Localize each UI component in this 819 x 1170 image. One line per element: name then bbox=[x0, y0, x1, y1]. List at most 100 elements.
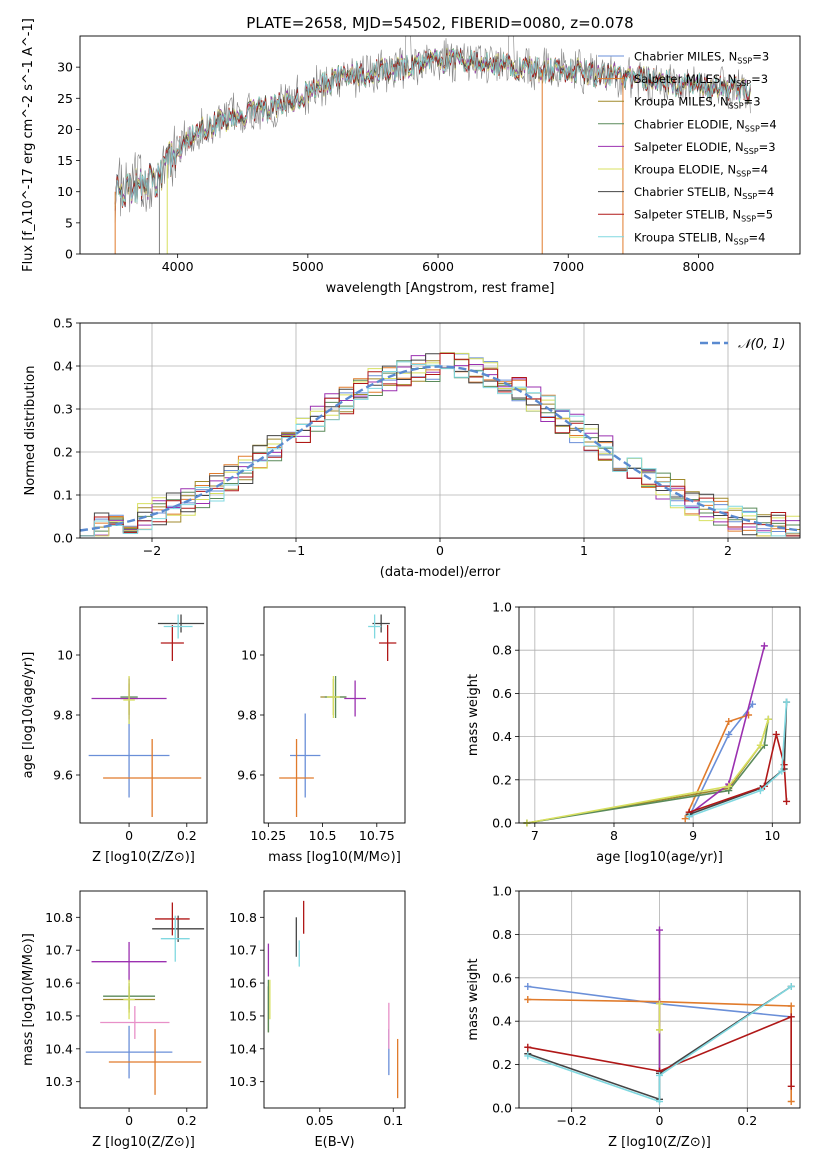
model-spectrum bbox=[114, 48, 751, 207]
legend: Chabrier MILES, NSSP=3 Salpeter MILES, NS… bbox=[598, 50, 777, 246]
plus-marker bbox=[524, 996, 532, 1003]
plus-marker bbox=[524, 982, 532, 990]
y-axis-label: mass weight bbox=[466, 674, 481, 756]
x-tick-label: 0 bbox=[436, 543, 444, 558]
x-tick-label: 0 bbox=[125, 828, 133, 843]
y-tick-label: 1.0 bbox=[492, 884, 512, 899]
y-tick-label: 10.6 bbox=[229, 976, 257, 991]
legend-model-name: Kroupa MILES bbox=[634, 95, 713, 109]
x-tick-label: 0.2 bbox=[177, 1113, 197, 1128]
x-axis-label: Z [log10(Z/Z⊙)] bbox=[92, 850, 195, 865]
plot-area bbox=[524, 926, 795, 1105]
legend-model-name: Salpeter STELIB bbox=[634, 208, 725, 222]
x-tick-label: 5000 bbox=[292, 259, 324, 274]
x-axis-label: (data-model)/error bbox=[380, 565, 501, 580]
plus-marker bbox=[787, 1097, 795, 1105]
plot-area bbox=[267, 900, 399, 1099]
y-tick-label: 0.8 bbox=[492, 927, 512, 942]
legend-model-name: Kroupa ELODIE bbox=[634, 163, 720, 177]
axes-frame bbox=[79, 35, 801, 255]
figure-title: PLATE=2658, MJD=54502, FIBERID=0080, z=0… bbox=[246, 14, 633, 32]
x-tick-label: 8 bbox=[610, 828, 618, 843]
legend-model-name: Salpeter ELODIE bbox=[634, 140, 728, 154]
y-tick-label: 9.6 bbox=[237, 768, 257, 783]
y-tick-label: 10.4 bbox=[45, 1041, 73, 1056]
y-axis-label: mass [log10(M/M⊙)] bbox=[21, 933, 36, 1066]
x-tick-label: 1 bbox=[580, 543, 588, 558]
legend-normal-label: 𝒩(0, 1) bbox=[738, 337, 785, 352]
y-tick-label: 30 bbox=[57, 60, 73, 75]
series-line bbox=[688, 703, 754, 817]
errorbar-point bbox=[91, 941, 167, 982]
x-tick-label: 10.5 bbox=[309, 828, 337, 843]
legend-entry: Salpeter ELODIE, NSSP=3 bbox=[634, 140, 776, 156]
panel-residual-distribution: −2 −1 0 1 2 0.0 0.1 0.2 0.3 0.4 0.5 (data-model)/er… bbox=[23, 316, 801, 580]
y-tick-label: 10 bbox=[241, 648, 257, 663]
y-tick-label: 10.5 bbox=[45, 1008, 73, 1023]
plus-marker bbox=[756, 787, 764, 795]
y-tick-label: 0.1 bbox=[53, 488, 73, 503]
y-axis-label: mass weight bbox=[466, 958, 481, 1040]
errorbar-point bbox=[155, 902, 190, 936]
plus-marker bbox=[787, 1082, 795, 1090]
x-tick-label: 0 bbox=[125, 1113, 133, 1128]
y-tick-label: 10.8 bbox=[45, 910, 73, 925]
plus-marker bbox=[656, 1097, 663, 1105]
panel-mass-weight-vs-Z: −0.2 0 0.2 0.0 0.2 0.4 0.6 0.8 1.0 Z [log10(Z/Z⊙)… bbox=[466, 884, 801, 1150]
x-tick-label: −1 bbox=[287, 543, 305, 558]
y-tick-label: 0.3 bbox=[53, 402, 73, 417]
plot-area bbox=[279, 614, 397, 817]
y-tick-label: 10.3 bbox=[229, 1074, 257, 1089]
x-tick-label: −2 bbox=[143, 543, 161, 558]
panel-spectrum: 4000 5000 6000 7000 8000 0 5 10 15 20 25 30 waveleng… bbox=[21, 18, 801, 296]
y-tick-label: 10.3 bbox=[45, 1074, 73, 1089]
x-axis-label: mass [log10(M/M⊙)] bbox=[268, 850, 401, 865]
plus-marker bbox=[778, 767, 786, 775]
panel-mass-vs-ebv: 0.05 0.1 10.3 10.4 10.5 10.6 10.7 10.8 E(B-V) bbox=[229, 890, 406, 1150]
errorbar-point bbox=[100, 1006, 170, 1039]
y-tick-label: 0.4 bbox=[53, 359, 73, 374]
y-tick-label: 10.5 bbox=[229, 1008, 257, 1023]
x-tick-label: 0.2 bbox=[177, 828, 197, 843]
y-tick-label: 10.7 bbox=[229, 943, 257, 958]
plus-marker bbox=[681, 815, 689, 823]
y-tick-label: 10 bbox=[57, 648, 73, 663]
y-tick-label: 10.7 bbox=[45, 943, 73, 958]
x-axis-label: Z [log10(Z/Z⊙)] bbox=[92, 1135, 195, 1150]
y-tick-label: 0.8 bbox=[492, 643, 512, 658]
plus-marker bbox=[725, 782, 733, 790]
panel-mass-weight-vs-age: 7 8 9 10 0.0 0.2 0.4 0.6 0.8 1.0 age [log10(age/yr… bbox=[466, 600, 801, 865]
plot-area bbox=[523, 642, 791, 827]
axes-frame bbox=[518, 606, 801, 824]
y-tick-label: 15 bbox=[57, 153, 73, 168]
legend: 𝒩(0, 1) bbox=[700, 337, 785, 352]
y-tick-label: 9.6 bbox=[53, 768, 73, 783]
x-tick-label: 2 bbox=[724, 543, 732, 558]
y-tick-label: 0.2 bbox=[53, 445, 73, 460]
axes-frame bbox=[263, 890, 406, 1109]
plus-marker bbox=[783, 698, 791, 706]
plus-marker bbox=[656, 1000, 663, 1008]
axes-frame bbox=[79, 890, 208, 1109]
y-tick-label: 5 bbox=[65, 215, 73, 230]
legend-nssp: 5 bbox=[766, 208, 773, 222]
x-tick-label: 9 bbox=[689, 828, 697, 843]
plus-marker bbox=[524, 1052, 532, 1060]
y-tick-label: 0.0 bbox=[492, 1101, 512, 1116]
y-tick-label: 1.0 bbox=[492, 600, 512, 615]
x-tick-label: 8000 bbox=[683, 259, 715, 274]
series-line bbox=[526, 719, 770, 824]
legend-entry: Salpeter MILES, NSSP=3 bbox=[634, 72, 768, 88]
legend-entry: Chabrier STELIB, NSSP=4 bbox=[634, 185, 774, 201]
y-tick-label: 0.0 bbox=[492, 816, 512, 831]
x-tick-label: 4000 bbox=[162, 259, 194, 274]
plus-marker bbox=[656, 1026, 663, 1034]
y-tick-label: 0.5 bbox=[53, 316, 73, 331]
series-line bbox=[526, 719, 770, 824]
errorbar-point bbox=[123, 979, 135, 1020]
y-tick-label: 0 bbox=[65, 247, 73, 262]
plot-area bbox=[88, 614, 205, 817]
errorbar-point bbox=[123, 676, 135, 724]
plot-area bbox=[85, 902, 205, 1095]
